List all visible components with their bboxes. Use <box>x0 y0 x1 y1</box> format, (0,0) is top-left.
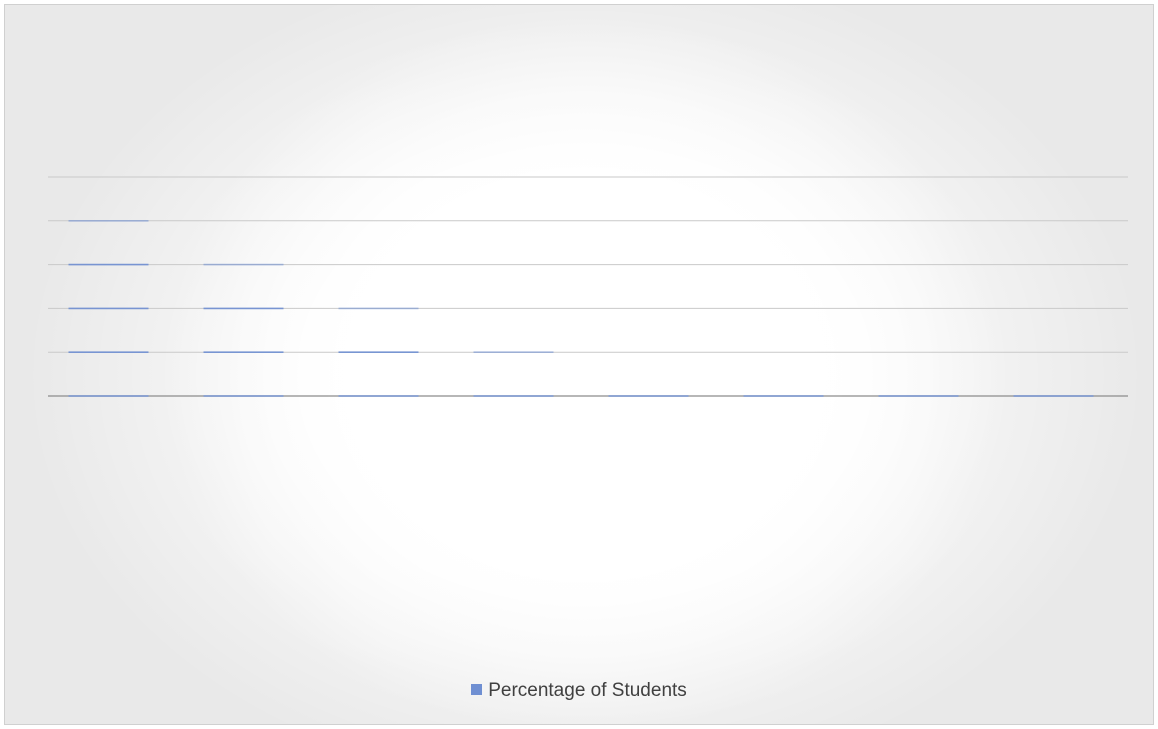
legend-swatch <box>471 684 483 695</box>
bar-4 <box>474 352 554 396</box>
bars <box>68 220 1094 397</box>
legend: Percentage of Students <box>0 680 1158 702</box>
legend-label: Percentage of Students <box>488 680 687 701</box>
bar-2 <box>204 265 284 396</box>
chart-area <box>4 4 1154 725</box>
